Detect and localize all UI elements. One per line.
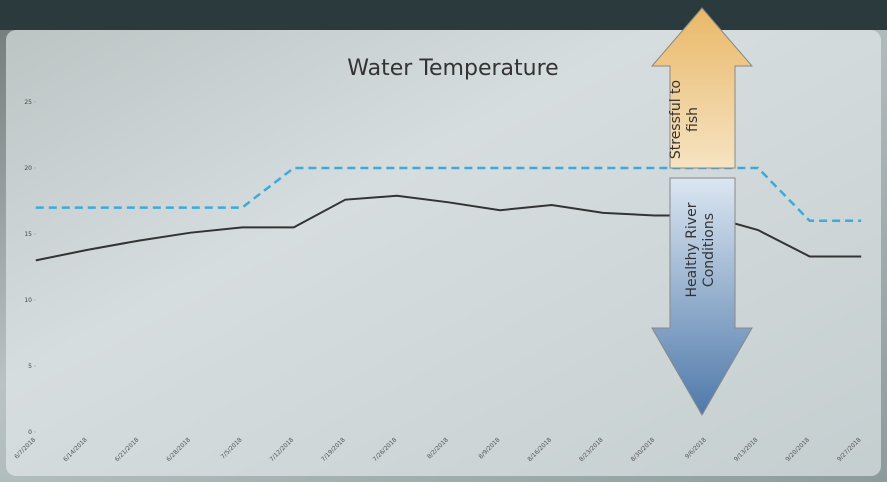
up-arrow xyxy=(650,7,754,169)
annotation-box: Stressful to fish xyxy=(668,79,701,160)
top-band xyxy=(0,0,887,30)
y-tick-label: 5 xyxy=(28,363,32,370)
panel xyxy=(6,30,881,476)
y-tick-label: 20 xyxy=(24,165,32,172)
down-arrow xyxy=(651,177,753,417)
annotation: Healthy River Conditions xyxy=(684,202,717,298)
annotation-box: Healthy River Conditions xyxy=(684,202,717,298)
y-tick-label: 25 xyxy=(24,99,32,106)
y-tick-label: 15 xyxy=(24,231,32,238)
y-tick-label: 0 xyxy=(28,429,32,436)
series-line xyxy=(35,166,862,223)
y-tick-label: 10 xyxy=(24,297,32,304)
chart-title: Water Temperature xyxy=(347,56,558,81)
annotation: Stressful to fish xyxy=(668,79,701,160)
